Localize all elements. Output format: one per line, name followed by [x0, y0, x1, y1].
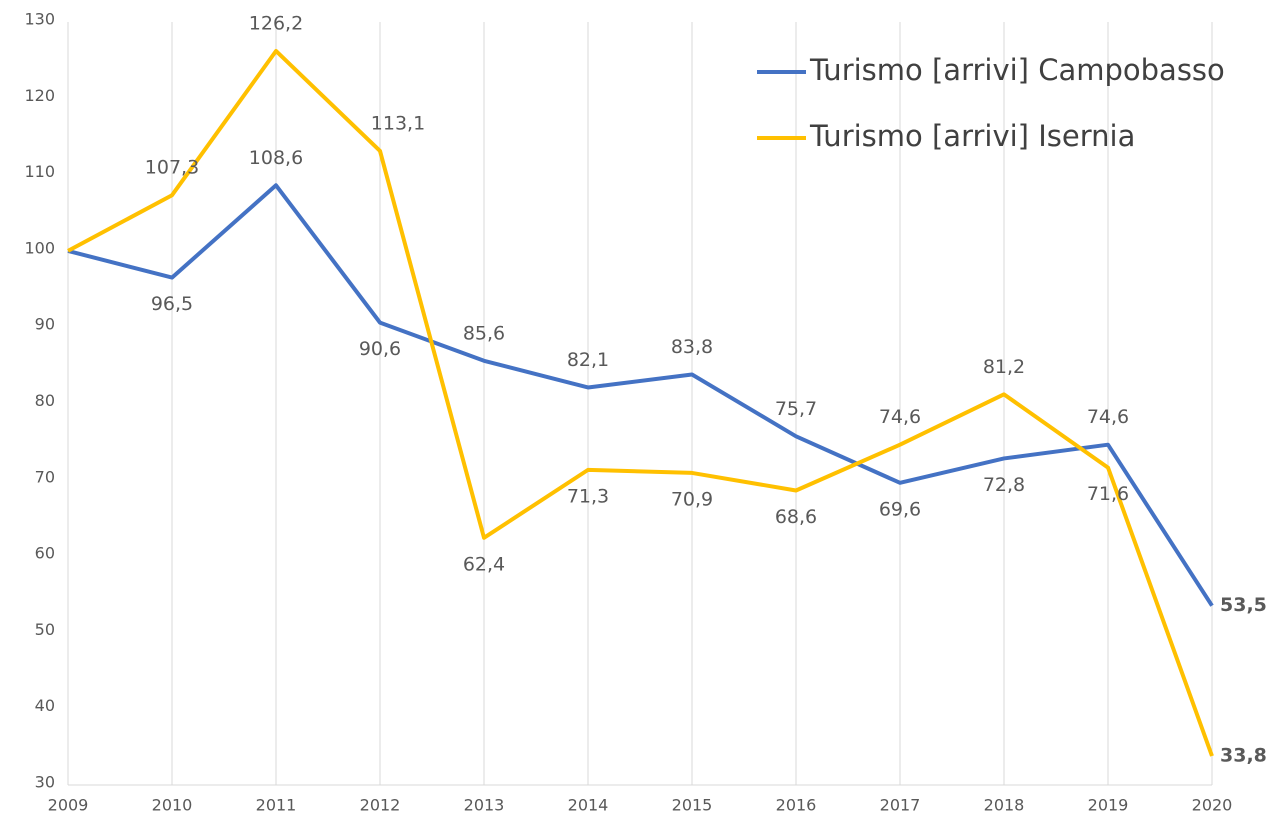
data-label: 82,1	[567, 349, 609, 371]
x-tick-label: 2020	[1192, 796, 1233, 815]
y-tick-label: 70	[35, 467, 55, 486]
data-label: 96,5	[151, 293, 193, 315]
x-tick-label: 2014	[568, 796, 609, 815]
x-tick-label: 2011	[256, 796, 297, 815]
x-tick-label: 2016	[776, 796, 817, 815]
data-label: 81,2	[983, 356, 1025, 378]
data-label: 72,8	[983, 474, 1025, 496]
y-tick-label: 120	[24, 86, 55, 105]
data-label: 107,3	[145, 157, 199, 179]
series-line	[67, 48, 1214, 757]
x-tick-label: 2013	[464, 796, 505, 815]
data-label: 71,3	[567, 485, 609, 507]
data-label: 68,6	[775, 506, 817, 528]
y-tick-label: 110	[24, 162, 55, 181]
data-label: 33,8	[1220, 745, 1267, 767]
legend-label: Turismo [arrivi] Isernia	[809, 119, 1135, 153]
legend-label: Turismo [arrivi] Campobasso	[809, 53, 1225, 87]
data-label: 83,8	[671, 336, 713, 358]
data-label: 108,6	[249, 147, 303, 169]
data-label: 62,4	[463, 553, 505, 575]
x-tick-label: 2012	[360, 796, 401, 815]
data-label: 90,6	[359, 338, 401, 360]
y-tick-label: 40	[35, 696, 55, 715]
y-tick-label: 60	[35, 544, 55, 563]
data-label: 69,6	[879, 498, 921, 520]
data-label: 75,7	[775, 398, 817, 420]
y-tick-label: 100	[24, 238, 55, 257]
x-tick-label: 2010	[152, 796, 193, 815]
x-tick-label: 2015	[672, 796, 713, 815]
y-tick-label: 30	[35, 773, 55, 792]
data-label: 70,9	[671, 488, 713, 510]
data-label: 113,1	[371, 112, 425, 134]
x-tick-label: 2018	[984, 796, 1025, 815]
series-line	[67, 183, 1214, 607]
data-label: 53,5	[1220, 594, 1267, 616]
data-label: 71,6	[1087, 483, 1129, 505]
data-label: 85,6	[463, 322, 505, 344]
y-tick-label: 130	[24, 10, 55, 29]
data-label: 126,2	[249, 12, 303, 34]
y-tick-label: 50	[35, 620, 55, 639]
x-tick-label: 2009	[48, 796, 89, 815]
y-tick-label: 90	[35, 315, 55, 334]
data-label: 74,6	[1087, 406, 1129, 428]
data-label: 74,6	[879, 406, 921, 428]
y-tick-label: 80	[35, 391, 55, 410]
x-tick-label: 2017	[880, 796, 921, 815]
x-tick-label: 2019	[1088, 796, 1129, 815]
